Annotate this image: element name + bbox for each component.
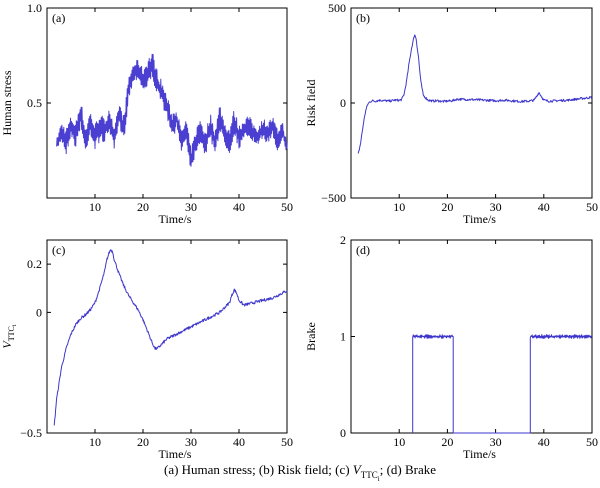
y-tick-label: 2 [340,233,346,247]
x-tick-label: 10 [393,200,405,214]
x-axis-label: Time/s [159,447,192,461]
x-tick-label: 30 [185,435,197,449]
x-tick-label: 40 [233,200,245,214]
x-tick-label: 20 [137,200,149,214]
caption-v: V [352,462,361,477]
panel-label: (a) [52,11,65,25]
y-axis-label: VTTCi [0,324,18,348]
x-tick-label: 10 [393,435,405,449]
x-tick-label: 10 [89,200,101,214]
y-tick-label: 0 [340,96,346,110]
x-tick-label: 50 [281,200,293,214]
panel-vttc: 10 20 30 40 50 −0.5 0 0.2 (c) Time/s VTTCi [0,239,293,461]
caption-text-2: ; (d) Brake [379,462,437,477]
x-tick-label: 30 [185,200,197,214]
caption-text-1: (a) Human stress; (b) Risk field; (c) [163,462,353,477]
x-tick-label: 30 [490,200,502,214]
y-tick-label: 0 [36,305,42,319]
x-tick-label: 30 [490,435,502,449]
series-line [53,249,288,426]
plot-frame [46,239,288,434]
panel-label: (c) [52,243,65,257]
y-tick-label: 1 [340,330,346,344]
y-tick-label: −500 [321,191,346,205]
y-tick-label: 0.2 [27,257,42,271]
plot-frame [350,7,593,199]
x-tick-label: 20 [441,435,453,449]
caption-sub: TTC [360,469,378,480]
x-axis-label: Time/s [463,447,496,461]
figure-caption: (a) Human stress; (b) Risk field; (c) VT… [0,462,600,482]
x-tick-label: 40 [233,435,245,449]
y-tick-label: 0.5 [27,96,42,110]
y-axis-label: Brake [304,322,318,351]
panel-label: (b) [356,11,370,25]
series-line [56,53,288,167]
panel-brake: 10 20 30 40 50 0 1 2 (d) Time/s Brake [304,233,598,461]
panel-human-stress: 10 20 30 40 50 0.5 1.0 (a) Time/s Human stress [0,1,293,226]
y-tick-label: −0.5 [20,426,42,440]
y-tick-label: 1.0 [27,1,42,15]
y-tick-label: 0 [340,426,346,440]
x-tick-label: 50 [586,435,598,449]
x-axis-label: Time/s [159,212,192,226]
y-axis-label: Human stress [0,70,14,135]
series-line [357,34,593,154]
y-axis-label: Risk field [304,80,318,127]
x-tick-label: 40 [538,200,550,214]
x-tick-label: 50 [586,200,598,214]
panel-label: (d) [356,243,370,257]
x-tick-label: 40 [538,435,550,449]
x-tick-label: 20 [441,200,453,214]
x-tick-label: 10 [89,435,101,449]
x-tick-label: 50 [281,435,293,449]
series-line [412,334,593,434]
x-axis-label: Time/s [463,212,496,226]
panel-risk-field: 10 20 30 40 50 −500 0 500 (b) Time/s Risk field [304,1,598,226]
x-tick-label: 20 [137,435,149,449]
y-tick-label: 500 [328,1,346,15]
caption-subsub: i [377,474,380,483]
